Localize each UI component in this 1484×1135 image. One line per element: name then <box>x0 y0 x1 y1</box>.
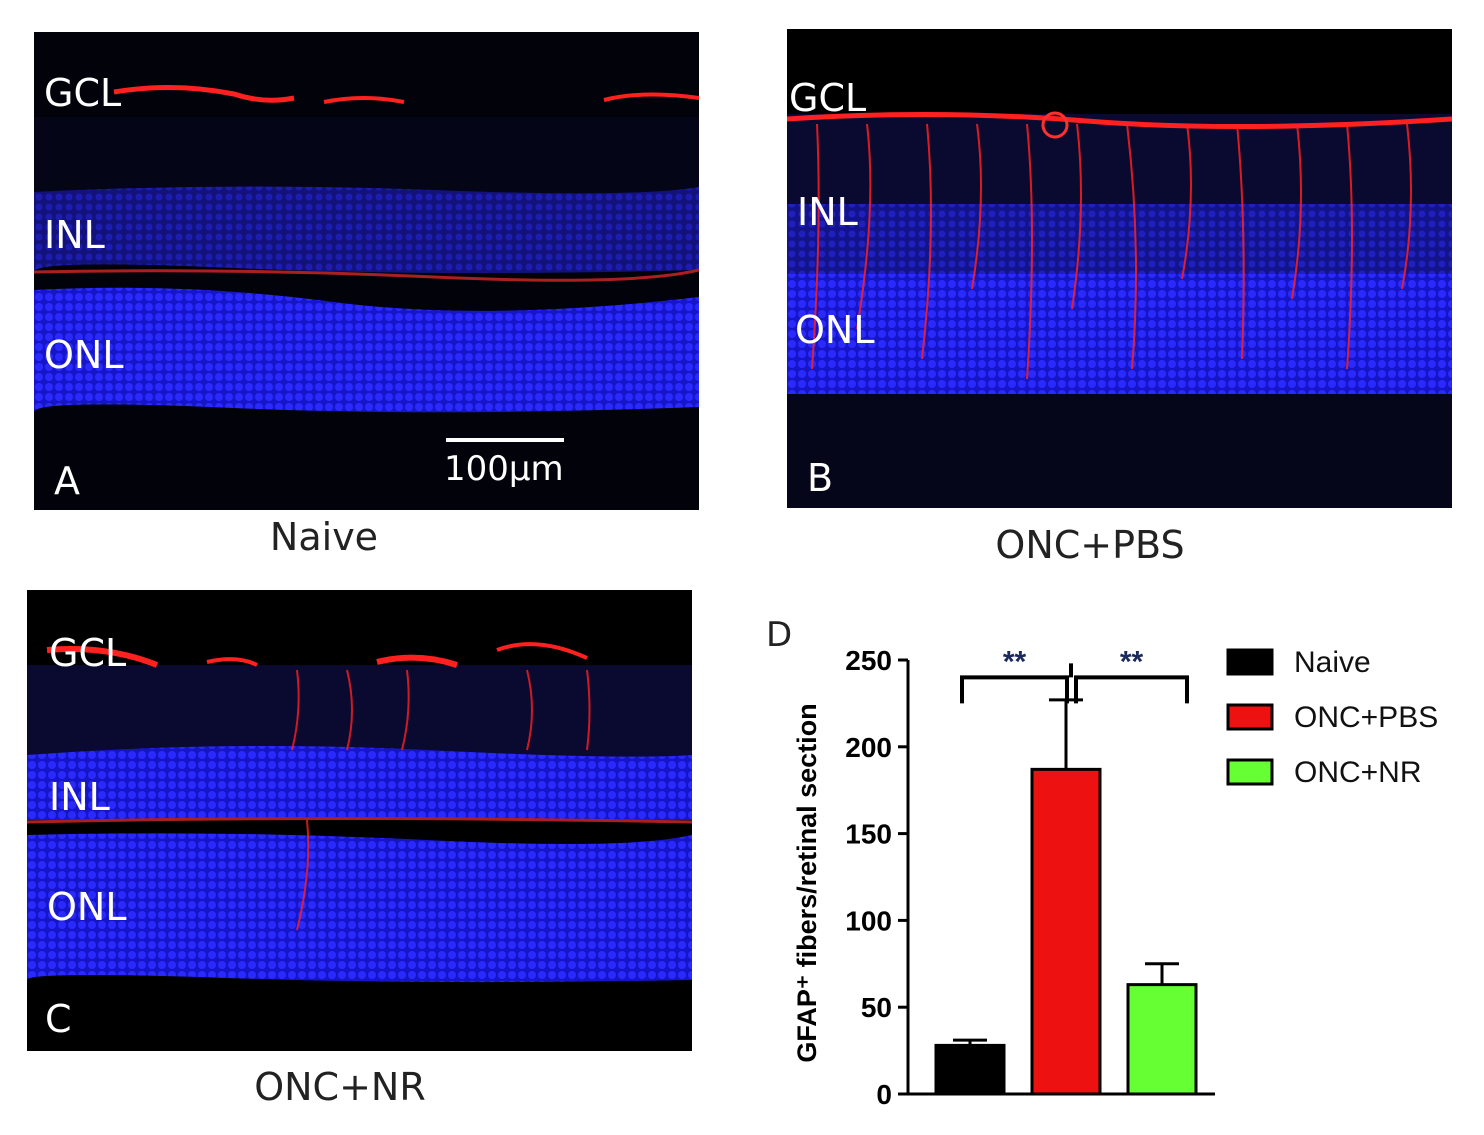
bar-onc-pbs <box>1030 767 1102 1096</box>
y-axis-label: GFAP⁺ fibers/retinal section <box>792 703 822 1062</box>
scale-bar-label: 100μm <box>444 449 564 489</box>
panel-letter-c: C <box>45 997 72 1041</box>
bar-onc-nr <box>1126 983 1198 1096</box>
significance-label: ** <box>1120 645 1144 678</box>
legend-swatch <box>1226 648 1274 676</box>
y-tick-label: 0 <box>876 1079 892 1110</box>
retina-section-a <box>34 32 699 510</box>
label-gcl: GCL <box>789 76 867 120</box>
panel-c-image: GCL INL ONL C <box>27 590 692 1051</box>
significance-label: ** <box>1003 645 1027 678</box>
y-tick-label: 200 <box>845 732 892 763</box>
caption-a: Naive <box>269 515 379 559</box>
gfap-bar-chart: 0 50 100 150 200 250 GFAP⁺ fibers/retinal sect… <box>792 645 1438 1110</box>
significance-bracket <box>1074 675 1189 704</box>
y-tick-label: 250 <box>845 645 892 676</box>
bar-naive <box>934 1043 1006 1096</box>
label-onl: ONL <box>795 308 875 352</box>
caption-b: ONC+PBS <box>995 523 1185 567</box>
caption-c: ONC+NR <box>254 1065 426 1109</box>
panel-letter-a: A <box>54 459 80 503</box>
y-tick-label: 50 <box>861 992 892 1023</box>
label-inl: INL <box>44 213 105 257</box>
legend-label: ONC+NR <box>1294 756 1422 789</box>
legend-label: Naive <box>1294 646 1371 679</box>
label-gcl: GCL <box>49 631 127 675</box>
panel-b-image: GCL INL ONL B <box>787 29 1452 508</box>
label-onl: ONL <box>44 333 124 377</box>
label-gcl: GCL <box>44 71 122 115</box>
panel-a-image: GCL INL ONL 100μm A <box>34 32 699 510</box>
retina-section-c <box>27 590 692 1051</box>
y-tick-label: 100 <box>845 905 892 936</box>
panel-letter-d: D <box>766 615 793 655</box>
panel-letter-b: B <box>807 456 834 500</box>
y-tick-label: 150 <box>845 819 892 850</box>
label-inl: INL <box>797 190 858 234</box>
legend-label: ONC+PBS <box>1294 701 1438 734</box>
legend-swatch <box>1226 703 1274 731</box>
retina-section-b <box>787 29 1452 508</box>
legend-swatch <box>1226 758 1274 786</box>
label-inl: INL <box>49 775 110 819</box>
label-onl: ONL <box>47 885 127 929</box>
significance-bracket <box>960 675 1069 704</box>
